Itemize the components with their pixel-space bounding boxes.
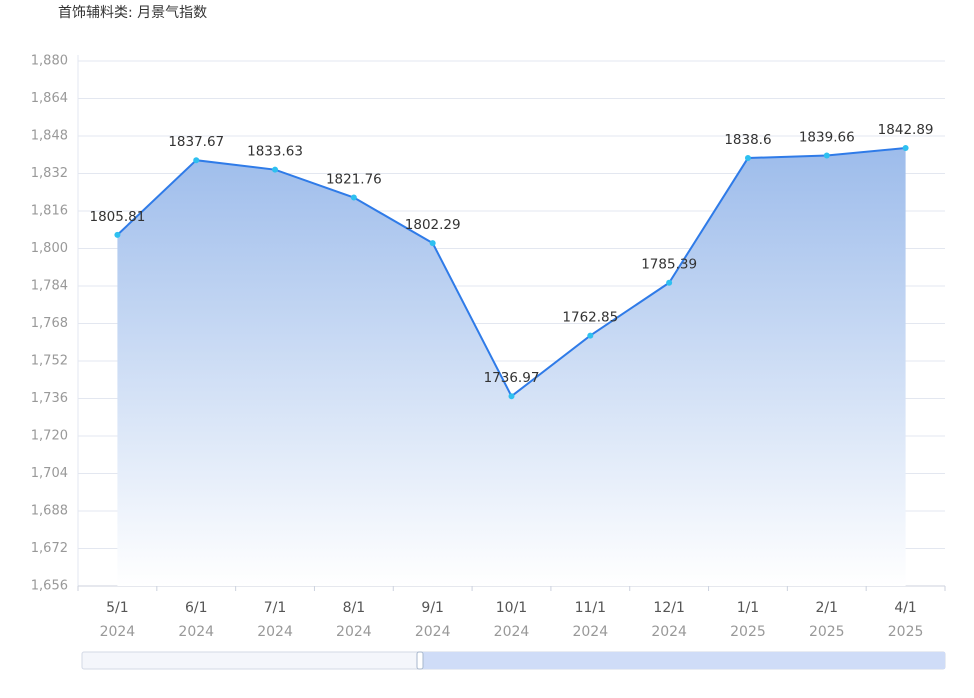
value-label: 1842.89 bbox=[878, 122, 934, 138]
x-tick-label: 1/1 bbox=[737, 600, 760, 616]
value-label: 1833.63 bbox=[247, 144, 303, 160]
x-tick-year: 2024 bbox=[651, 624, 687, 640]
x-tick-label: 7/1 bbox=[264, 600, 287, 616]
x-tick-label: 2/1 bbox=[816, 600, 839, 616]
y-tick-label: 1,816 bbox=[31, 204, 68, 219]
value-label: 1821.76 bbox=[326, 172, 382, 188]
value-label: 1805.81 bbox=[89, 209, 145, 225]
value-label: 1785.39 bbox=[641, 257, 697, 273]
x-tick-label: 11/1 bbox=[575, 600, 606, 616]
value-label: 1837.67 bbox=[168, 134, 224, 150]
x-tick-label: 10/1 bbox=[496, 600, 527, 616]
y-tick-label: 1,832 bbox=[31, 166, 68, 181]
point bbox=[429, 240, 436, 247]
x-tick-year: 2024 bbox=[415, 624, 451, 640]
point bbox=[193, 157, 200, 164]
x-tick-year: 2025 bbox=[888, 624, 924, 640]
area-fill bbox=[117, 147, 906, 586]
zoom-selection bbox=[420, 652, 945, 669]
value-label: 1762.85 bbox=[562, 310, 618, 326]
point bbox=[272, 166, 279, 173]
y-tick-label: 1,768 bbox=[31, 316, 68, 331]
x-tick-label: 6/1 bbox=[185, 600, 208, 616]
y-tick-label: 1,800 bbox=[31, 241, 68, 256]
x-tick-year: 2024 bbox=[494, 624, 530, 640]
x-tick-year: 2024 bbox=[572, 624, 608, 640]
value-label: 1838.6 bbox=[724, 132, 771, 148]
y-tick-label: 1,736 bbox=[31, 391, 68, 406]
x-tick-year: 2024 bbox=[100, 624, 136, 640]
point bbox=[666, 279, 673, 286]
point bbox=[587, 332, 594, 339]
point bbox=[823, 152, 830, 159]
y-tick-label: 1,656 bbox=[31, 579, 68, 594]
x-tick-label: 4/1 bbox=[894, 600, 917, 616]
y-tick-label: 1,864 bbox=[31, 91, 68, 106]
value-label: 1839.66 bbox=[799, 130, 855, 146]
point bbox=[508, 393, 515, 400]
y-tick-label: 1,704 bbox=[31, 466, 68, 481]
y-tick-label: 1,720 bbox=[31, 429, 68, 444]
point bbox=[744, 155, 751, 162]
x-tick-year: 2025 bbox=[730, 624, 766, 640]
x-tick-year: 2024 bbox=[336, 624, 372, 640]
point bbox=[902, 144, 909, 151]
y-tick-label: 1,848 bbox=[31, 129, 68, 144]
chart-title: 首饰辅料类: 月景气指数 bbox=[58, 5, 207, 21]
y-tick-label: 1,752 bbox=[31, 354, 68, 369]
x-tick-year: 2025 bbox=[809, 624, 845, 640]
y-tick-label: 1,688 bbox=[31, 504, 68, 519]
zoom-handle[interactable] bbox=[416, 651, 424, 670]
x-tick-label: 9/1 bbox=[421, 600, 444, 616]
x-tick-year: 2024 bbox=[257, 624, 293, 640]
y-tick-label: 1,784 bbox=[31, 279, 68, 294]
value-label: 1802.29 bbox=[405, 217, 461, 233]
y-tick-label: 1,672 bbox=[31, 541, 68, 556]
point bbox=[350, 194, 357, 201]
x-tick-year: 2024 bbox=[178, 624, 214, 640]
x-tick-label: 5/1 bbox=[106, 600, 129, 616]
x-tick-label: 8/1 bbox=[343, 600, 366, 616]
value-label: 1736.97 bbox=[484, 370, 540, 386]
data-zoom[interactable] bbox=[81, 651, 946, 670]
point bbox=[114, 231, 121, 238]
y-tick-label: 1,880 bbox=[31, 54, 68, 69]
x-tick-label: 12/1 bbox=[653, 600, 684, 616]
